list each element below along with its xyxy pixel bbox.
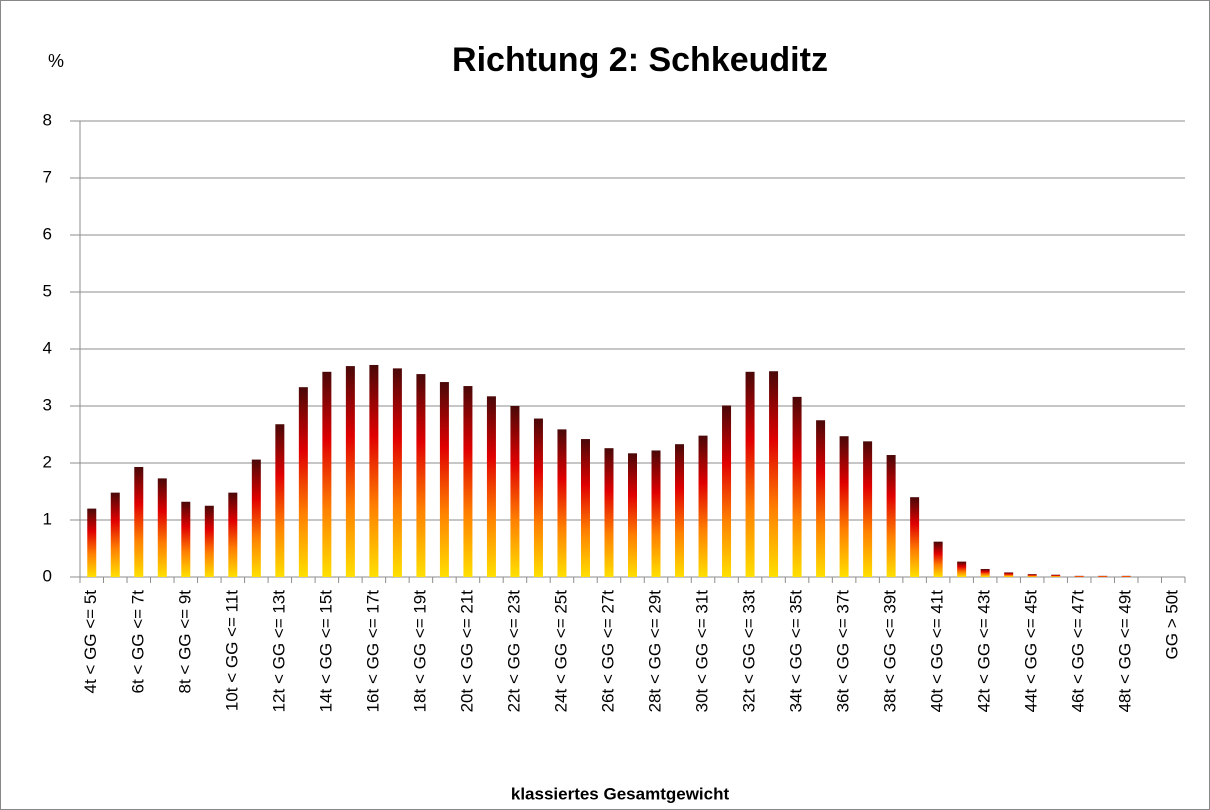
bar (392, 368, 402, 577)
bar (369, 364, 379, 577)
bar (580, 439, 590, 577)
x-tick-label: 34t < GG <= 35t (787, 590, 806, 713)
x-tick-label: 46t < GG <= 47t (1069, 590, 1088, 713)
bar (298, 387, 308, 577)
x-tick-label: 4t < GG <= 5t (81, 590, 100, 694)
x-tick-label: 38t < GG <= 39t (881, 590, 900, 713)
bar (675, 444, 685, 577)
x-tick-label: 26t < GG <= 27t (598, 590, 617, 713)
bar (792, 396, 802, 577)
x-tick-label: 12t < GG <= 13t (269, 590, 288, 713)
x-tick-label: 14t < GG <= 15t (316, 590, 335, 713)
x-tick-label: 10t < GG <= 11t (222, 590, 241, 711)
bar (251, 459, 261, 577)
x-tick-label: GG > 50t (1163, 590, 1182, 660)
y-tick-label: 6 (43, 224, 52, 243)
chart-title: Richtung 2: Schkeuditz (452, 41, 828, 79)
bar (533, 418, 543, 577)
x-tick-label: 24t < GG <= 25t (551, 590, 570, 713)
x-tick-label: 18t < GG <= 19t (410, 590, 429, 713)
bar (886, 455, 896, 577)
bar (1027, 574, 1037, 577)
bar (345, 366, 355, 577)
y-tick-label: 4 (43, 338, 52, 357)
bar (181, 501, 191, 577)
x-tick-label: 42t < GG <= 43t (975, 590, 994, 713)
bar (745, 371, 755, 577)
bar (722, 405, 732, 577)
bar (910, 497, 920, 577)
bar (1051, 574, 1061, 577)
bar (134, 466, 144, 577)
bar (1121, 575, 1131, 577)
y-tick-label: 2 (43, 452, 52, 471)
bar (957, 561, 967, 577)
bar (651, 450, 661, 577)
bar (863, 441, 873, 577)
x-tick-label: 22t < GG <= 23t (504, 590, 523, 713)
bar (816, 420, 826, 577)
bar (157, 478, 167, 577)
y-tick-label: 7 (43, 167, 52, 186)
x-tick-label: 30t < GG <= 31t (693, 590, 712, 713)
bar (698, 435, 708, 577)
y-tick-label: 5 (43, 281, 52, 300)
bar (1074, 575, 1084, 577)
bar (933, 541, 943, 577)
x-tick-label: 48t < GG <= 49t (1116, 590, 1135, 713)
bar (1004, 572, 1014, 577)
bar (110, 492, 120, 577)
x-tick-label: 36t < GG <= 37t (834, 590, 853, 713)
x-tick-label: 40t < GG <= 41t (928, 590, 947, 713)
x-tick-label: 16t < GG <= 17t (363, 590, 382, 713)
y-tick-label: 8 (43, 110, 52, 129)
x-tick-label: 28t < GG <= 29t (645, 590, 664, 713)
x-tick-label: 44t < GG <= 45t (1022, 590, 1041, 713)
x-tick-label: 20t < GG <= 21t (457, 590, 476, 713)
bar (228, 492, 238, 577)
bar (275, 424, 285, 577)
x-tick-label: 32t < GG <= 33t (740, 590, 759, 713)
bar (980, 569, 990, 577)
x-tick-label: 8t < GG <= 9t (175, 590, 194, 694)
y-tick-label: 1 (43, 509, 52, 528)
bar (769, 371, 779, 577)
bar (416, 374, 426, 577)
bar (557, 429, 567, 577)
bar (839, 436, 849, 577)
bar (1098, 575, 1108, 577)
x-axis-label: klassiertes Gesamtgewicht (511, 784, 730, 803)
bar (486, 396, 496, 577)
x-tick-label: 6t < GG <= 7t (128, 590, 147, 694)
y-tick-label: 3 (43, 395, 52, 414)
bar (87, 508, 97, 577)
bar (628, 453, 637, 577)
bar (604, 448, 614, 577)
bar (439, 382, 449, 577)
bar (322, 371, 332, 577)
y-tick-label: 0 (43, 566, 52, 585)
bar (204, 505, 214, 577)
bar (463, 386, 473, 577)
y-axis-label: % (48, 51, 64, 71)
bar (510, 406, 520, 577)
